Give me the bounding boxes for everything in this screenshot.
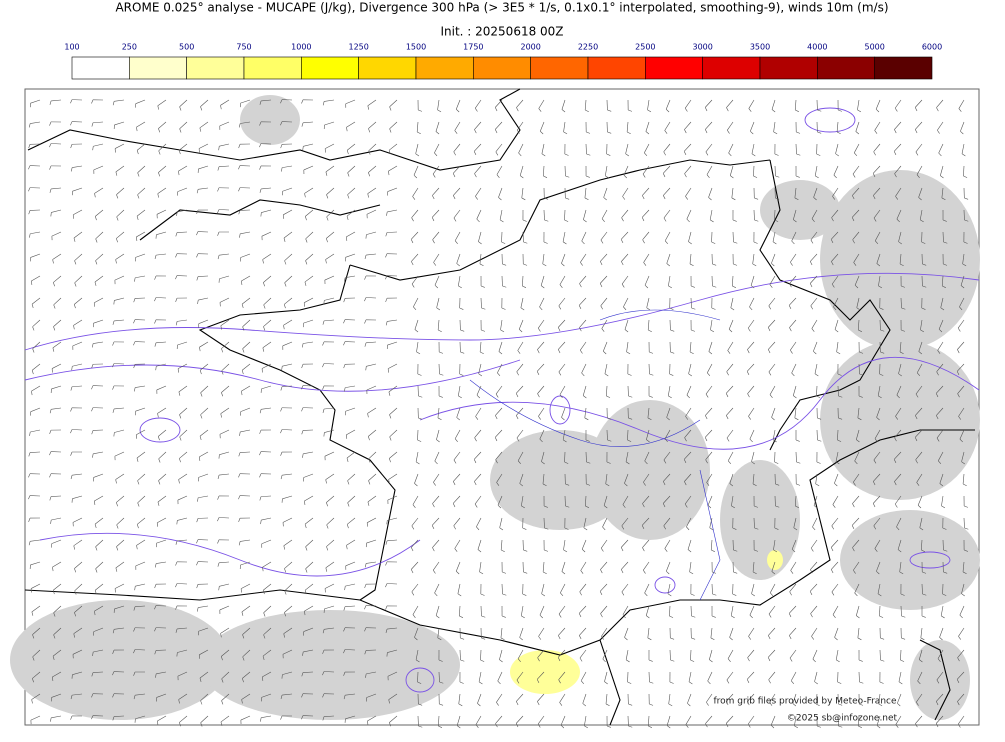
colorbar-segment: [129, 57, 186, 79]
barb-flag: [418, 726, 422, 727]
barb-flag: [771, 725, 774, 728]
colorbar-tick-label: 5000: [864, 43, 884, 52]
colorbar-tick-label: 1250: [348, 43, 368, 52]
barb-flag: [648, 726, 652, 728]
colorbar-tick-label: 2250: [578, 43, 598, 52]
colorbar-segment: [416, 57, 473, 79]
colorbar-tick-label: 2000: [520, 43, 540, 52]
barb-flag: [877, 726, 880, 728]
colorbar-tick-label: 500: [179, 43, 194, 52]
barb-flag: [584, 726, 587, 728]
colorbar-tick-label: 1750: [463, 43, 483, 52]
colorbar-tick-label: 2500: [635, 43, 655, 52]
subtitle: Init. : 20250618 00Z: [440, 25, 563, 39]
colorbar-segment: [531, 57, 588, 79]
map: [10, 89, 980, 728]
colorbar-segment: [645, 57, 702, 79]
barb-flag: [838, 726, 842, 727]
barb-flag: [561, 725, 564, 728]
barb-flag: [667, 726, 670, 728]
colorbar-tick-label: 4000: [807, 43, 827, 52]
title: AROME 0.025° analyse - MUCAPE (J/kg), Di…: [115, 1, 888, 15]
barb-flag: [858, 726, 862, 728]
colorbar-segment: [588, 57, 645, 79]
colorbar-tick-label: 100: [64, 43, 79, 52]
colorbar-segment: [244, 57, 301, 79]
colorbar-tick-label: 3500: [750, 43, 770, 52]
colorbar-segment: [72, 57, 129, 79]
colorbar-segment: [301, 57, 358, 79]
colorbar-segment: [187, 57, 244, 79]
barb-flag: [438, 726, 442, 728]
colorbar-tick-label: 1000: [291, 43, 311, 52]
colorbar: 100 250 500 750 1000 1250 1500 1750 2000 2250 2500…: [64, 43, 942, 80]
colorbar-tick-label: 750: [236, 43, 251, 52]
colorbar-tick-label: 3000: [692, 43, 712, 52]
colorbar-tick-label: 1500: [406, 43, 426, 52]
colorbar-segment: [875, 57, 932, 79]
colorbar-tick-label: 6000: [922, 43, 942, 52]
colorbar-segment: [703, 57, 760, 79]
barb-flag: [457, 726, 460, 728]
credit: from grib files provided by Meteo-France: [713, 697, 896, 707]
colorbar-segment: [359, 57, 416, 79]
colorbar-segment: [760, 57, 817, 79]
colorbar-tick-label: 250: [122, 43, 137, 52]
colorbar-segment: [473, 57, 530, 79]
colorbar-segment: [817, 57, 874, 79]
barb-flag: [794, 726, 797, 728]
barb-flag: [817, 726, 821, 727]
barb-flag: [607, 726, 611, 727]
credit: ©2025 sb@infozone.net: [787, 714, 898, 724]
barb-flag: [628, 726, 632, 727]
